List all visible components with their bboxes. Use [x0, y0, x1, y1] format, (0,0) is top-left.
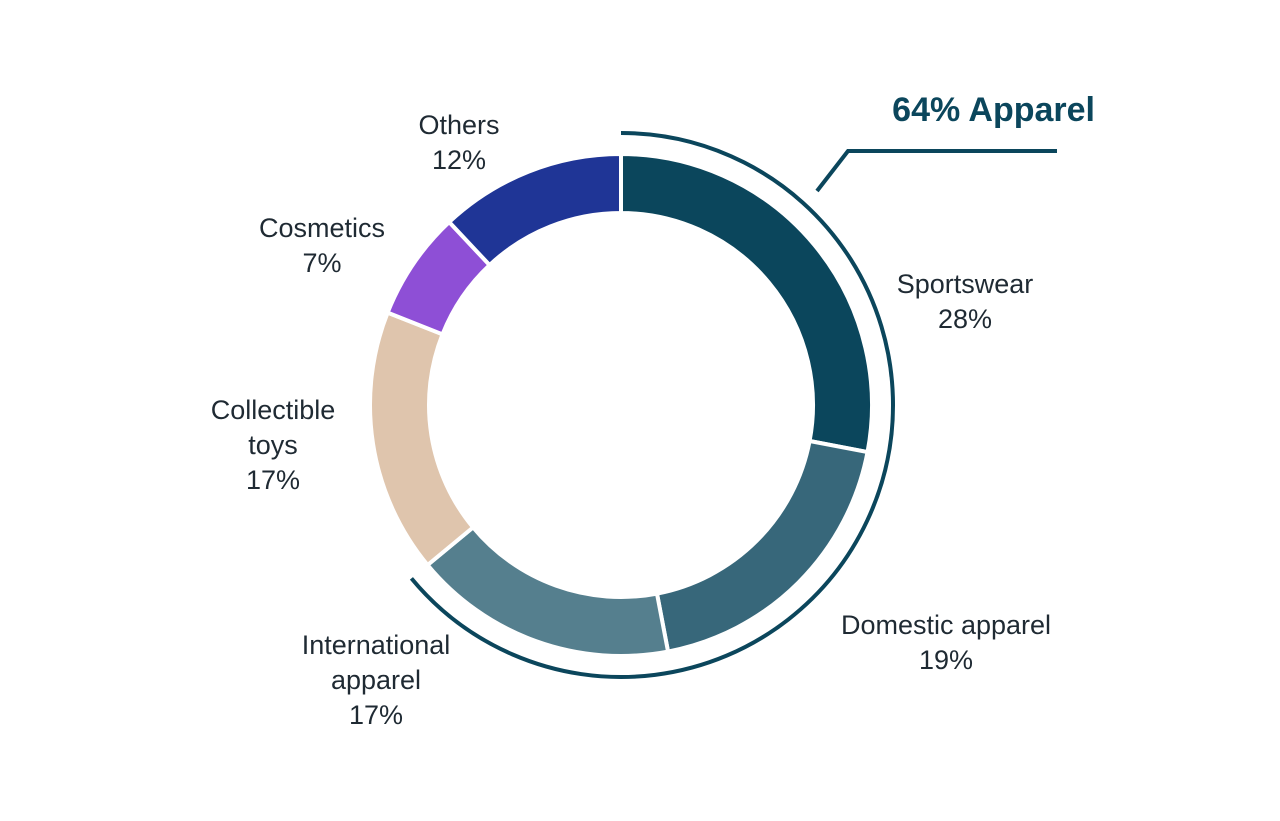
label-international-apparel: International apparel 17% — [302, 630, 451, 730]
slice-domestic-apparel — [654, 438, 870, 654]
label-domestic-apparel: Domestic apparel 19% — [841, 610, 1051, 675]
slice-labels-group: Sportswear 28% Domestic apparel 19% Internat… — [211, 110, 1051, 730]
value-label-cosmetics: 7% — [302, 248, 341, 278]
category-label-collectible-toys: toys — [248, 430, 298, 460]
slice-collectible-toys — [368, 310, 476, 568]
value-label-domestic-apparel: 19% — [919, 645, 973, 675]
label-cosmetics: Cosmetics 7% — [259, 213, 385, 278]
label-sportswear: Sportswear 28% — [897, 269, 1034, 334]
apparel-group-bracket: 64% Apparel — [409, 91, 1095, 679]
category-label-international-apparel: International — [302, 630, 451, 660]
label-collectible-toys: Collectible toys 17% — [211, 395, 336, 495]
slices-group — [368, 151, 874, 658]
value-label-collectible-toys: 17% — [246, 465, 300, 495]
apparel-group-label: 64% Apparel — [892, 91, 1095, 129]
apparel-leader-line — [815, 149, 1057, 193]
category-label-international-apparel: apparel — [331, 665, 421, 695]
apparel-group-arc — [409, 131, 895, 679]
category-label-collectible-toys: Collectible — [211, 395, 336, 425]
category-label-sportswear: Sportswear — [897, 269, 1034, 299]
category-label-cosmetics: Cosmetics — [259, 213, 385, 243]
slice-sportswear — [619, 151, 874, 455]
value-label-sportswear: 28% — [938, 304, 992, 334]
category-label-domestic-apparel: Domestic apparel — [841, 610, 1051, 640]
category-label-others: Others — [418, 110, 499, 140]
value-label-international-apparel: 17% — [349, 700, 403, 730]
value-label-others: 12% — [432, 145, 486, 175]
label-others: Others 12% — [418, 110, 499, 175]
slice-others — [446, 151, 623, 268]
slice-international-apparel — [424, 524, 671, 658]
